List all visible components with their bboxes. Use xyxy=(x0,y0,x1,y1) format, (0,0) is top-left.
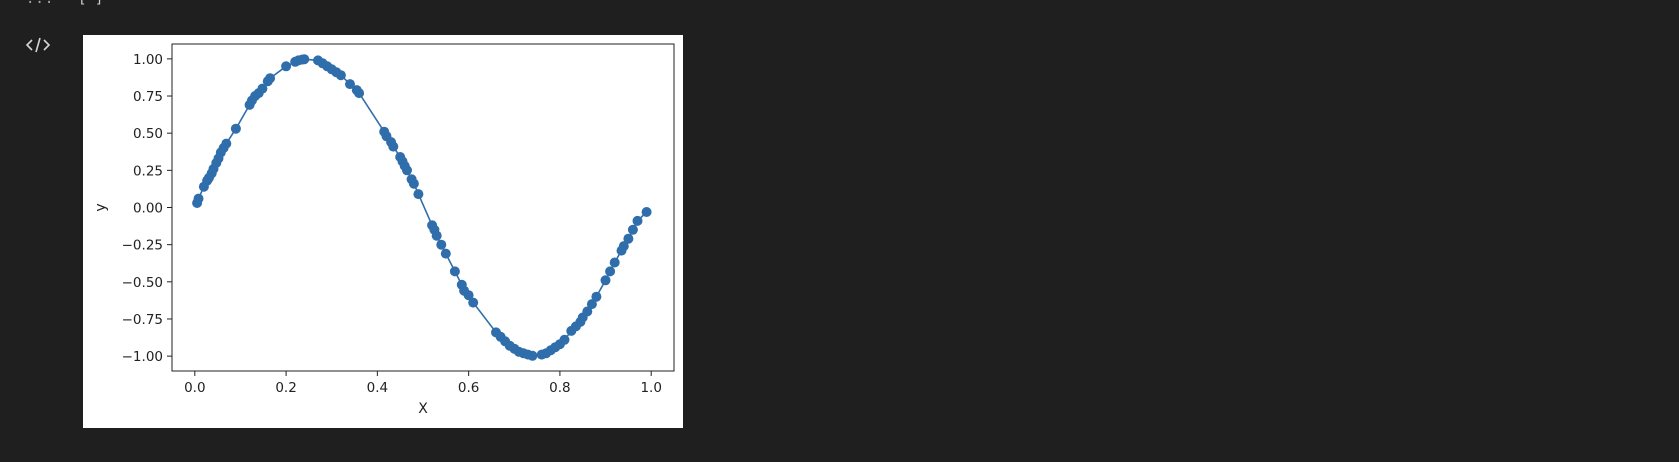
y-tick-label: 0.25 xyxy=(133,163,163,179)
x-tick-label: 0.8 xyxy=(549,380,570,396)
data-point xyxy=(221,138,232,149)
data-point xyxy=(335,70,346,81)
data-point xyxy=(413,189,424,200)
data-point xyxy=(609,257,620,268)
code-icon[interactable] xyxy=(25,34,51,56)
data-point xyxy=(299,54,310,65)
data-point xyxy=(281,61,292,72)
data-point xyxy=(468,297,479,308)
data-point xyxy=(193,193,204,204)
cell-ellipsis[interactable]: ... xyxy=(26,0,54,7)
y-tick-label: −0.50 xyxy=(122,275,163,291)
data-point xyxy=(449,266,460,277)
data-point xyxy=(591,291,602,302)
y-tick-label: 0.00 xyxy=(133,201,163,217)
x-tick-label: 0.6 xyxy=(458,380,479,396)
y-tick-label: 0.50 xyxy=(133,126,163,142)
x-tick-label: 1.0 xyxy=(640,380,661,396)
data-point xyxy=(388,141,399,152)
data-point xyxy=(527,350,538,361)
execution-count-brackets: [ ] xyxy=(78,0,103,7)
data-point xyxy=(623,233,634,244)
data-point xyxy=(265,73,276,84)
y-tick-label: −0.75 xyxy=(122,312,163,328)
data-point xyxy=(354,88,365,99)
y-tick-label: −0.25 xyxy=(122,238,163,254)
data-point xyxy=(440,248,451,259)
x-axis-label: X xyxy=(418,401,428,417)
data-point xyxy=(408,178,419,189)
data-point xyxy=(586,299,597,310)
data-point xyxy=(600,275,611,286)
data-point xyxy=(641,207,652,217)
axes-frame xyxy=(171,43,675,372)
plot-output: 0.0 0.2 0.4 0.6 0.8 1.0 1.00 0.75 0.50 0.25 0.00 −0… xyxy=(83,35,683,428)
y-tick-label: −1.00 xyxy=(122,349,163,365)
x-tick-label: 0.4 xyxy=(367,380,388,396)
x-tick-label: 0.2 xyxy=(275,380,296,396)
y-axis-label: y xyxy=(93,203,109,211)
data-point xyxy=(632,215,643,226)
data-point xyxy=(257,83,268,94)
data-point xyxy=(431,230,442,241)
data-point xyxy=(627,224,638,235)
data-point xyxy=(605,266,616,277)
chart-svg: 0.0 0.2 0.4 0.6 0.8 1.0 1.00 0.75 0.50 0.25 0.00 −0… xyxy=(93,43,675,417)
data-point xyxy=(463,290,474,301)
x-tick-label: 0.0 xyxy=(184,380,205,396)
y-tick-label: 0.75 xyxy=(133,89,163,105)
data-point xyxy=(230,123,241,134)
previous-cell-footer: ... [ ] xyxy=(0,0,1679,10)
data-point xyxy=(618,241,629,252)
data-point xyxy=(402,165,412,176)
data-point xyxy=(559,334,570,345)
y-tick-label: 1.00 xyxy=(133,52,163,68)
data-point xyxy=(436,239,447,250)
data-point xyxy=(345,79,355,90)
data-point xyxy=(582,306,593,317)
series-line xyxy=(196,58,648,357)
